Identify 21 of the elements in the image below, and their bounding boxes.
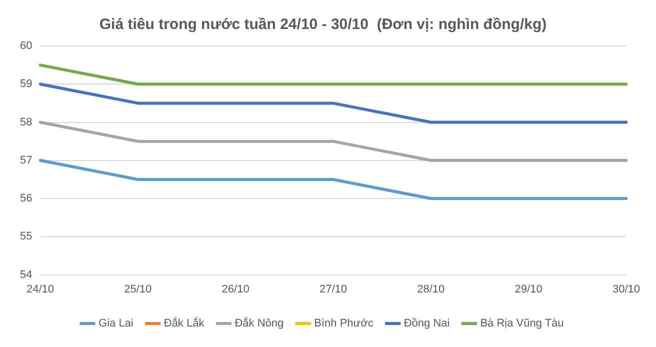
legend-label: Bình Phước: [314, 318, 374, 330]
x-tick-label: 26/10: [222, 283, 250, 296]
y-tick-label: 59: [20, 78, 32, 90]
x-tick-label: 25/10: [124, 283, 152, 296]
legend-label: Bà Rịa Vũng Tàu: [480, 318, 564, 330]
y-tick-label: 60: [20, 40, 32, 52]
x-tick-label: 29/10: [514, 283, 542, 296]
y-tick-label: 57: [20, 154, 32, 166]
legend-label: Đồng Nai: [404, 318, 450, 330]
y-tick-label: 55: [20, 230, 32, 243]
x-tick-label: 28/10: [417, 283, 445, 296]
legend-label: Gia Lai: [98, 318, 134, 330]
chart-title: Giá tiêu trong nước tuần 24/10 - 30/10 (Đơn vị: nghìn đồng/kg): [99, 16, 547, 34]
x-tick-label: 27/10: [319, 283, 347, 296]
y-tick-label: 58: [20, 116, 32, 128]
legend-label: Đắk Lắk: [164, 316, 205, 330]
x-tick-label: 30/10: [612, 283, 640, 296]
y-tick-label: 56: [20, 192, 32, 205]
legend-label: Đắk Nông: [234, 316, 284, 330]
y-tick-label: 54: [20, 268, 32, 281]
x-tick-label: 24/10: [26, 283, 54, 296]
